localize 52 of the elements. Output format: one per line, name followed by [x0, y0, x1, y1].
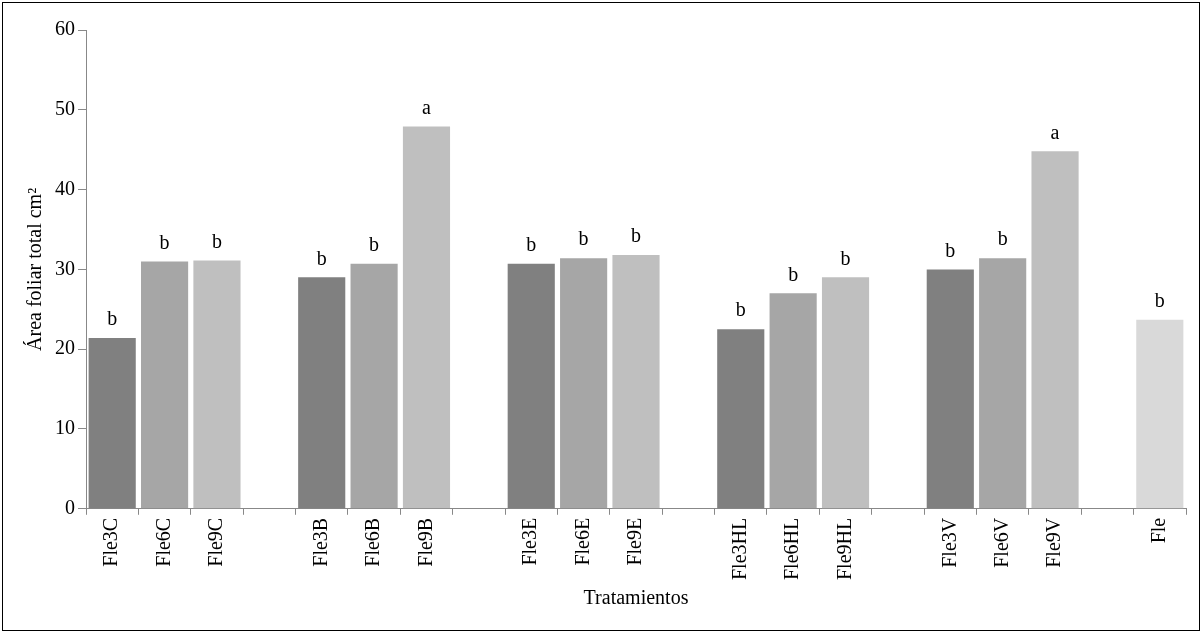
data-label: b	[211, 229, 222, 252]
x-axis-title: Tratamientos	[583, 586, 689, 609]
bar	[141, 261, 189, 509]
x-tick-label: Fle3B	[308, 517, 331, 567]
data-label: b	[735, 298, 746, 321]
y-axis-title: Área foliar total cm²	[23, 187, 46, 351]
x-tick-label: Fle9V	[1042, 517, 1065, 568]
y-tick-label: 30	[55, 256, 75, 279]
y-tick-label: 0	[65, 496, 75, 519]
data-label: b	[107, 307, 118, 330]
x-tick-label: Fle9E	[623, 517, 646, 566]
x-tick-label: Fle6B	[361, 517, 384, 567]
x-tick-label: Fle3C	[99, 517, 122, 567]
data-label: a	[422, 95, 432, 118]
data-label: b	[369, 233, 380, 256]
x-tick-label: Fle9HL	[832, 517, 855, 580]
x-tick-label: Fle3V	[937, 517, 960, 568]
y-tick-label: 50	[55, 97, 75, 120]
data-label: b	[631, 224, 641, 247]
bar	[560, 258, 608, 509]
data-label: b	[526, 233, 537, 256]
data-label: b	[578, 227, 589, 250]
bar	[402, 126, 451, 509]
x-tick-label: Fle6C	[151, 517, 174, 567]
bar	[612, 255, 660, 509]
x-tick-label: Fle9C	[204, 517, 227, 567]
bar	[1031, 151, 1079, 509]
x-tick-label: Fle3HL	[728, 517, 751, 580]
y-tick-label: 20	[55, 336, 75, 359]
data-label: b	[997, 227, 1008, 250]
data-label: a	[1050, 120, 1060, 143]
bar	[1136, 319, 1184, 509]
bar	[979, 258, 1027, 509]
data-label: b	[1154, 288, 1165, 311]
data-label: b	[945, 238, 956, 261]
bar	[821, 277, 870, 509]
x-tick-label: Fle	[1147, 517, 1170, 544]
x-tick-label: Fle6V	[989, 517, 1012, 568]
y-tick-label: 10	[55, 416, 75, 439]
bar	[350, 263, 398, 509]
y-tick-label: 40	[55, 176, 75, 199]
x-tick-label: Fle9B	[413, 517, 436, 567]
data-label: b	[159, 230, 170, 253]
bar	[193, 260, 241, 509]
data-label: b	[840, 246, 851, 269]
x-tick-label: Fle6HL	[780, 517, 803, 580]
x-tick-label: Fle3E	[518, 517, 541, 566]
data-label: b	[316, 246, 327, 269]
data-label: b	[788, 262, 799, 285]
y-tick-label: 60	[55, 17, 75, 40]
x-tick-label: Fle6E	[570, 517, 593, 566]
bar	[769, 293, 817, 509]
